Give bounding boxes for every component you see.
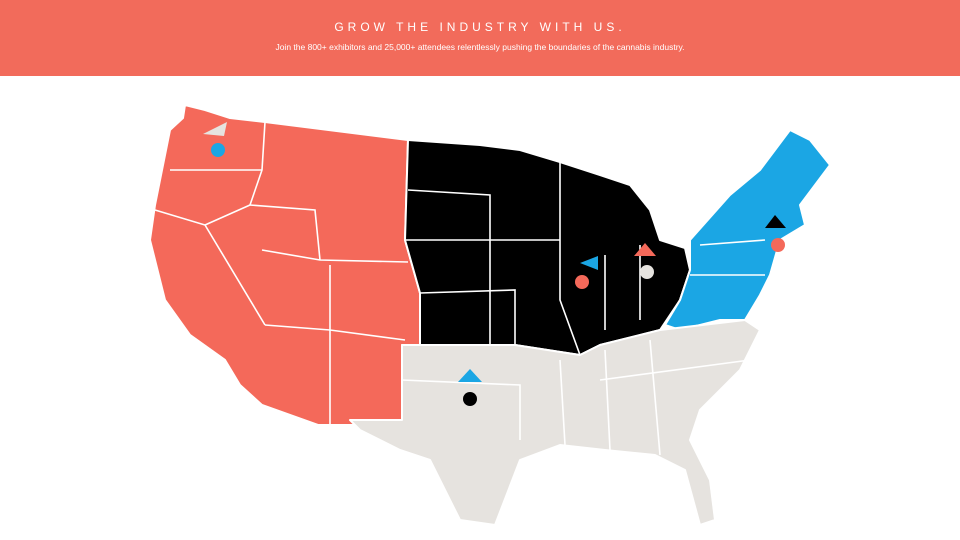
marker-dot[interactable] bbox=[771, 238, 785, 252]
marker-dot[interactable] bbox=[640, 265, 654, 279]
northeast-region[interactable] bbox=[664, 129, 831, 331]
event-markers bbox=[203, 122, 786, 406]
marker-triangle[interactable] bbox=[580, 256, 598, 270]
marker-dot[interactable] bbox=[211, 143, 225, 157]
west-region[interactable] bbox=[149, 104, 421, 426]
marker-triangle[interactable] bbox=[203, 122, 227, 136]
hero-banner: GROW THE INDUSTRY WITH US. Join the 800+… bbox=[0, 0, 960, 76]
us-map bbox=[149, 104, 831, 526]
marker-triangle[interactable] bbox=[765, 215, 786, 228]
marker-triangle[interactable] bbox=[458, 369, 482, 382]
marker-dot[interactable] bbox=[463, 392, 477, 406]
state-borders bbox=[154, 121, 766, 456]
marker-dot[interactable] bbox=[575, 275, 589, 289]
south-region[interactable] bbox=[349, 319, 761, 526]
hero-title: GROW THE INDUSTRY WITH US. bbox=[334, 20, 626, 34]
marker-triangle[interactable] bbox=[634, 243, 656, 256]
hero-subtitle: Join the 800+ exhibitors and 25,000+ att… bbox=[275, 42, 685, 52]
